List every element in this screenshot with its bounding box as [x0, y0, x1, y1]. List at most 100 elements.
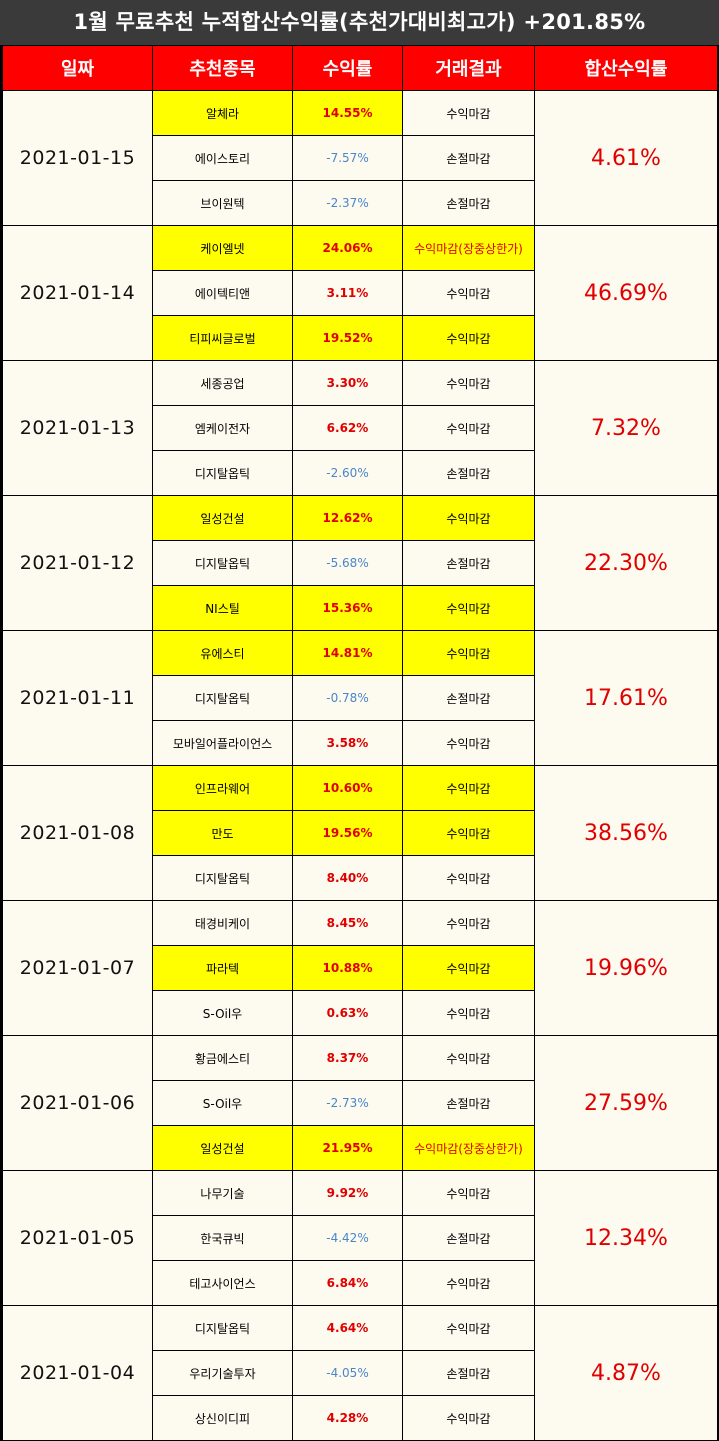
rate-cell: 8.37% [292, 1035, 403, 1081]
table-row: 에이텍티앤 3.11% 수익마감 [3, 270, 718, 316]
table-row: 일성건설 21.95% 수익마감(장중상한가) [3, 1125, 718, 1171]
stock-name-cell: S-Oil우 [152, 990, 293, 1036]
table-row: 티피씨글로벌 19.52% 수익마감 [3, 315, 718, 361]
rate-cell: 6.62% [292, 405, 403, 451]
total-return-cell: 22.30% [534, 495, 718, 631]
result-cell: 수익마감 [402, 405, 535, 451]
date-cell: 2021-01-08 [2, 765, 153, 901]
date-cell: 2021-01-07 [2, 900, 153, 1036]
table-row: 상신이디피 4.28% 수익마감 [3, 1395, 718, 1441]
stock-name-cell: 일성건설 [152, 495, 293, 541]
rate-cell: 19.52% [292, 315, 403, 361]
stock-name-cell: 디지탈옵틱 [152, 540, 293, 586]
rate-cell: -2.60% [292, 450, 403, 496]
rate-cell: 21.95% [292, 1125, 403, 1171]
result-cell: 수익마감 [402, 810, 535, 856]
result-cell: 수익마감 [402, 360, 535, 406]
stock-name-cell: 브이원텍 [152, 180, 293, 226]
header-result: 거래결과 [402, 45, 535, 91]
stock-name-cell: 디지탈옵틱 [152, 855, 293, 901]
header-total: 합산수익률 [534, 45, 718, 91]
rate-cell: 6.84% [292, 1260, 403, 1306]
stock-name-cell: 디지탈옵틱 [152, 1305, 293, 1351]
total-return-cell: 4.87% [534, 1305, 718, 1441]
stock-name-cell: 에이텍티앤 [152, 270, 293, 316]
result-cell: 손절마감 [402, 1350, 535, 1396]
results-body: 2021-01-15 알체라 14.55% 수익마감 4.61% 에이스토리 -7.57% 손… [2, 90, 718, 1441]
rate-cell: 12.62% [292, 495, 403, 541]
rate-cell: -7.57% [292, 135, 403, 181]
rate-cell: 14.81% [292, 630, 403, 676]
table-row: 2021-01-15 알체라 14.55% 수익마감 4.61% [2, 90, 718, 226]
stock-name-cell: 케이엘넷 [152, 225, 293, 271]
header-rate: 수익률 [292, 45, 403, 91]
rate-cell: 3.30% [292, 360, 403, 406]
date-cell: 2021-01-14 [2, 225, 153, 361]
stock-name-cell: 모바일어플라이언스 [152, 720, 293, 766]
result-cell: 수익마감 [402, 720, 535, 766]
stock-name-cell: S-Oil우 [152, 1080, 293, 1126]
table-row: 2021-01-05 나무기술 9.92% 수익마감 12.34% [2, 1170, 718, 1306]
stock-name-cell: 파라텍 [152, 945, 293, 991]
stock-name-cell: 디지탈옵틱 [152, 675, 293, 721]
total-return-cell: 27.59% [534, 1035, 718, 1171]
table-row: 2021-01-08 인프라웨어 10.60% 수익마감 38.56% [2, 765, 718, 901]
results-table: 일짜 추천종목 수익률 거래결과 합산수익률 2021-01-15 알체라 14.5… [2, 45, 718, 1441]
rate-cell: -0.78% [292, 675, 403, 721]
header-row: 일짜 추천종목 수익률 거래결과 합산수익률 [2, 45, 718, 91]
result-cell: 수익마감(장중상한가) [402, 1125, 535, 1171]
stock-name-cell: 엠케이전자 [152, 405, 293, 451]
table-row: 2021-01-14 케이엘넷 24.06% 수익마감(장중상한가) 46.69% [2, 225, 718, 361]
result-cell: 손절마감 [402, 1215, 535, 1261]
result-cell: 수익마감 [402, 90, 535, 136]
result-cell: 수익마감 [402, 855, 535, 901]
result-cell: 손절마감 [402, 180, 535, 226]
result-cell: 수익마감 [402, 1305, 535, 1351]
rate-cell: 10.60% [292, 765, 403, 811]
rate-cell: 4.64% [292, 1305, 403, 1351]
stock-name-cell: 우리기술투자 [152, 1350, 293, 1396]
table-row: 파라텍 10.88% 수익마감 [3, 945, 718, 991]
page-title: 1월 무료추천 누적합산수익률(추천가대비최고가) +201.85% [0, 0, 719, 45]
result-cell: 수익마감 [402, 585, 535, 631]
header-date: 일짜 [2, 45, 153, 91]
result-cell: 수익마감 [402, 1260, 535, 1306]
stock-name-cell: 인프라웨어 [152, 765, 293, 811]
rate-cell: -4.42% [292, 1215, 403, 1261]
stock-name-cell: 나무기술 [152, 1170, 293, 1216]
rate-cell: 9.92% [292, 1170, 403, 1216]
result-cell: 손절마감 [402, 675, 535, 721]
result-cell: 수익마감 [402, 315, 535, 361]
table-row: 2021-01-04 디지탈옵틱 4.64% 수익마감 4.87% [2, 1305, 718, 1441]
date-cell: 2021-01-12 [2, 495, 153, 631]
result-cell: 수익마감 [402, 900, 535, 946]
date-cell: 2021-01-06 [2, 1035, 153, 1171]
result-cell: 수익마감 [402, 765, 535, 811]
table-row: 2021-01-06 황금에스티 8.37% 수익마감 27.59% [2, 1035, 718, 1171]
total-return-cell: 38.56% [534, 765, 718, 901]
table-row: 엠케이전자 6.62% 수익마감 [3, 405, 718, 451]
total-return-cell: 17.61% [534, 630, 718, 766]
date-cell: 2021-01-11 [2, 630, 153, 766]
result-cell: 수익마감 [402, 630, 535, 676]
table-row: 테고사이언스 6.84% 수익마감 [3, 1260, 718, 1306]
total-return-cell: 4.61% [534, 90, 718, 226]
rate-cell: -2.37% [292, 180, 403, 226]
table-row: 한국큐빅 -4.42% 손절마감 [3, 1215, 718, 1261]
stock-name-cell: 만도 [152, 810, 293, 856]
rate-cell: 24.06% [292, 225, 403, 271]
result-cell: 손절마감 [402, 540, 535, 586]
result-cell: 수익마감 [402, 1395, 535, 1441]
stock-name-cell: 태경비케이 [152, 900, 293, 946]
table-row: 디지탈옵틱 -0.78% 손절마감 [3, 675, 718, 721]
stock-name-cell: 디지탈옵틱 [152, 450, 293, 496]
stock-name-cell: 티피씨글로벌 [152, 315, 293, 361]
table-row: 디지탈옵틱 -2.60% 손절마감 [3, 450, 718, 496]
result-cell: 수익마감 [402, 270, 535, 316]
stock-name-cell: 세종공업 [152, 360, 293, 406]
date-cell: 2021-01-13 [2, 360, 153, 496]
rate-cell: -2.73% [292, 1080, 403, 1126]
rate-cell: 19.56% [292, 810, 403, 856]
rate-cell: 15.36% [292, 585, 403, 631]
